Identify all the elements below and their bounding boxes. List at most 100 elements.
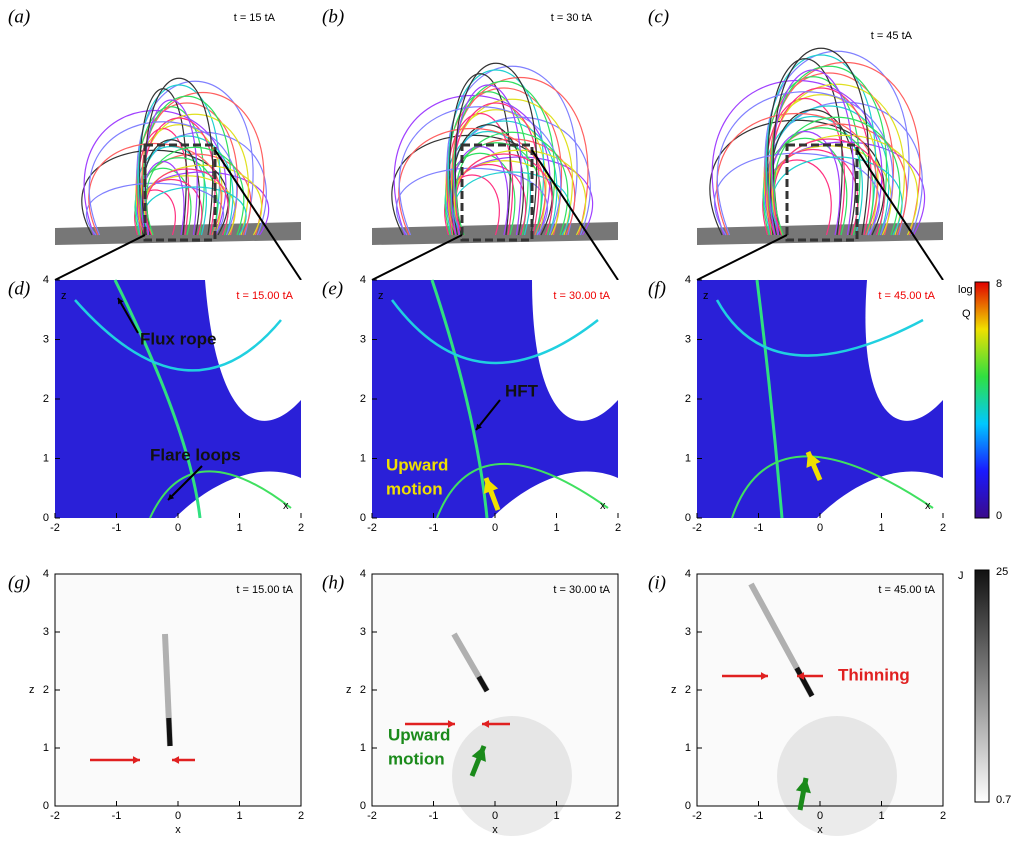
field-line <box>765 54 877 236</box>
z-tick-label: 3 <box>43 333 49 345</box>
annotation: HFT <box>505 381 539 400</box>
z-tick-label: 0 <box>43 512 49 524</box>
field-line <box>141 92 265 236</box>
colorbar-max: 25 <box>996 566 1008 578</box>
z-label: z <box>29 684 35 696</box>
x-tick-label: -1 <box>754 522 764 534</box>
x-tick-label: 1 <box>236 810 242 822</box>
panel-label: (b) <box>322 6 344 27</box>
time-label: t = 30.00 tA <box>553 290 610 302</box>
x-tick-label: 1 <box>878 810 884 822</box>
annotation: Upward <box>388 725 450 744</box>
colorbar <box>974 569 990 803</box>
void <box>817 471 943 518</box>
time-label: t = 15.00 tA <box>236 584 293 596</box>
qsl <box>74 299 282 372</box>
x-label: x <box>925 500 931 512</box>
void <box>865 280 943 421</box>
field-line <box>451 76 589 236</box>
z-tick-label: 2 <box>360 393 366 405</box>
zoom-line <box>214 149 302 281</box>
time-label: t = 15.00 tA <box>236 290 293 302</box>
annotation: Upward <box>386 455 448 474</box>
arrow <box>167 465 203 501</box>
x-label: x <box>817 824 823 836</box>
arrow-head <box>797 672 805 680</box>
z-tick-label: 4 <box>360 568 366 580</box>
void <box>492 471 618 518</box>
field-line <box>716 91 894 236</box>
field-line <box>772 47 870 236</box>
j-map <box>696 573 944 807</box>
z-label: z <box>703 290 709 302</box>
x-tick-label: -1 <box>429 810 439 822</box>
annotation: Thinning <box>838 665 910 684</box>
arrow-head <box>795 778 811 794</box>
x-tick-label: -2 <box>50 522 60 534</box>
field-line <box>449 116 591 236</box>
x-tick-label: -1 <box>429 522 439 534</box>
time-label: t = 45.00 tA <box>878 584 935 596</box>
z-tick-label: 0 <box>685 800 691 812</box>
time-label: t = 30 tA <box>551 12 593 24</box>
z-tick-label: 3 <box>360 333 366 345</box>
z-tick-label: 0 <box>360 800 366 812</box>
void <box>175 471 301 518</box>
field-line <box>446 65 578 236</box>
field-line <box>452 80 556 236</box>
x-tick-label: 0 <box>817 522 823 534</box>
z-tick-label: 0 <box>685 512 691 524</box>
panel-label: (f) <box>648 278 666 299</box>
panel-label: (d) <box>8 278 30 299</box>
x-tick-label: 0 <box>175 810 181 822</box>
x-tick-label: 1 <box>553 522 559 534</box>
z-label: z <box>346 684 352 696</box>
colorbar-title: Q <box>962 308 971 320</box>
z-tick-label: 4 <box>685 568 691 580</box>
loop-glow <box>777 716 897 836</box>
zoom-line <box>531 149 619 281</box>
zoom-line <box>856 149 944 281</box>
x-tick-label: -2 <box>50 810 60 822</box>
x-tick-label: 2 <box>298 810 304 822</box>
field-line <box>83 110 227 236</box>
z-tick-label: 1 <box>685 452 691 464</box>
arrow-head <box>132 756 140 764</box>
z-label: z <box>671 684 677 696</box>
field-line <box>136 80 254 236</box>
colorbar-title: J <box>958 570 964 582</box>
z-label: z <box>61 290 67 302</box>
z-tick-label: 3 <box>360 626 366 638</box>
field-line <box>143 164 263 236</box>
zoom-box <box>460 143 534 242</box>
z-tick-label: 0 <box>43 800 49 812</box>
arrow-head <box>760 672 768 680</box>
arrow-head <box>172 756 180 764</box>
z-tick-label: 4 <box>43 568 49 580</box>
z-tick-label: 0 <box>360 512 366 524</box>
qsl <box>390 299 599 365</box>
z-tick-label: 3 <box>43 626 49 638</box>
z-tick-label: 2 <box>685 684 691 696</box>
field-line <box>398 106 562 236</box>
arrow-head <box>118 298 124 305</box>
time-label: t = 45 tA <box>871 30 913 42</box>
photosphere <box>372 222 618 245</box>
x-label: x <box>283 500 289 512</box>
qsl <box>149 470 292 519</box>
colorbar-title: log <box>958 284 973 296</box>
zoom-box <box>785 143 859 242</box>
x-tick-label: -2 <box>367 522 377 534</box>
z-tick-label: 1 <box>43 742 49 754</box>
arrow-head <box>476 423 482 430</box>
x-tick-label: 0 <box>492 810 498 822</box>
field-line <box>455 131 569 236</box>
z-tick-label: 3 <box>685 626 691 638</box>
field-line <box>449 73 511 236</box>
x-tick-label: 2 <box>298 522 304 534</box>
z-tick-label: 4 <box>43 274 49 286</box>
field-line <box>773 116 901 236</box>
panel-label: (c) <box>648 6 669 27</box>
field-line <box>709 119 885 236</box>
